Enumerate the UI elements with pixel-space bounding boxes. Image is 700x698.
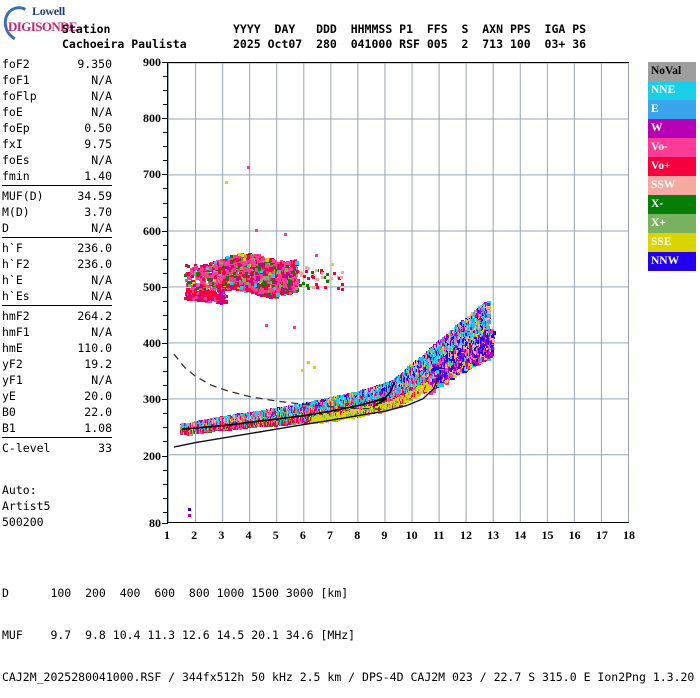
param-row: foEp 0.50 bbox=[2, 120, 112, 136]
param-key: M(D) bbox=[2, 205, 30, 219]
param-value: N/A bbox=[91, 105, 112, 119]
param-key: foEs bbox=[2, 153, 30, 167]
echo-point bbox=[187, 423, 191, 426]
param-key: h`F bbox=[2, 241, 23, 255]
param-row: B0 22.0 bbox=[2, 404, 112, 420]
param-key: foF1 bbox=[2, 73, 30, 87]
param-row: B1 1.08 bbox=[2, 420, 112, 436]
param-group: foF2 9.350 foF1 N/A foFlp N/A foE N/A foEp 0.50 fx… bbox=[2, 56, 112, 186]
param-value: N/A bbox=[91, 73, 112, 87]
header-column-values: 2025 Oct07 280 041000 RSF 005 2 713 100 … bbox=[233, 37, 587, 51]
param-value: 19.2 bbox=[84, 357, 112, 371]
param-key: foF2 bbox=[2, 57, 30, 71]
param-value: 22.0 bbox=[84, 405, 112, 419]
param-key: MUF(D) bbox=[2, 189, 44, 203]
param-key: yF1 bbox=[2, 373, 23, 387]
param-key: B1 bbox=[2, 421, 16, 435]
param-row: foFlp N/A bbox=[2, 88, 112, 104]
logo-lowell-text: Lowell bbox=[32, 4, 65, 18]
param-row: yF1 N/A bbox=[2, 372, 112, 388]
ionospheric-parameters-table: foF2 9.350 foF1 N/A foFlp N/A foE N/A foEp 0.50 fx… bbox=[2, 56, 112, 459]
param-value: 236.0 bbox=[77, 257, 112, 271]
param-row: C-level 33 bbox=[2, 440, 112, 456]
param-key: foE bbox=[2, 105, 23, 119]
param-value: 110.0 bbox=[77, 341, 112, 355]
param-row: D N/A bbox=[2, 220, 112, 236]
param-value: 1.08 bbox=[84, 421, 112, 435]
param-group: C-level 33 bbox=[2, 440, 112, 457]
auto-name: Artist5 bbox=[2, 499, 51, 513]
param-value: 0.50 bbox=[84, 121, 112, 135]
param-row: foEs N/A bbox=[2, 152, 112, 168]
param-row: h`Es N/A bbox=[2, 288, 112, 304]
ionogram-plot-area[interactable] bbox=[167, 62, 629, 523]
param-row: foF2 9.350 bbox=[2, 56, 112, 72]
param-row: foF1 N/A bbox=[2, 72, 112, 88]
param-value: 9.350 bbox=[77, 57, 112, 71]
param-value: N/A bbox=[91, 325, 112, 339]
param-value: N/A bbox=[91, 289, 112, 303]
param-value: 34.59 bbox=[77, 189, 112, 203]
auto-code: 500200 bbox=[2, 515, 44, 529]
param-row: fmin 1.40 bbox=[2, 168, 112, 184]
auto-label: Auto: bbox=[2, 483, 37, 497]
param-row: yE 20.0 bbox=[2, 388, 112, 404]
logo-digisonde-text: DIGISONDE bbox=[8, 19, 78, 34]
param-row: h`F2 236.0 bbox=[2, 256, 112, 272]
param-row: hmF1 N/A bbox=[2, 324, 112, 340]
param-key: hmE bbox=[2, 341, 23, 355]
param-row: hmF2 264.2 bbox=[2, 308, 112, 324]
param-value: N/A bbox=[91, 273, 112, 287]
param-row: hmE 110.0 bbox=[2, 340, 112, 356]
param-key: fmin bbox=[2, 169, 30, 183]
param-group: h`F 236.0 h`F2 236.0 h`E N/A h`Es N/A bbox=[2, 240, 112, 306]
param-key: foFlp bbox=[2, 89, 37, 103]
param-key: h`Es bbox=[2, 289, 30, 303]
param-group: hmF2 264.2 hmF1 N/A hmE 110.0 yF2 19.2 yF1 N/A yE 2… bbox=[2, 308, 112, 438]
param-value: 1.40 bbox=[84, 169, 112, 183]
param-row: M(D) 3.70 bbox=[2, 204, 112, 220]
param-row: h`F 236.0 bbox=[2, 240, 112, 256]
header-station-name: Cachoeira Paulista bbox=[62, 37, 187, 51]
param-value: 264.2 bbox=[77, 309, 112, 323]
param-key: D bbox=[2, 221, 9, 235]
param-row: fxI 9.75 bbox=[2, 136, 112, 152]
header-column-labels: YYYY DAY DDD HHMMSS P1 FFS S AXN PPS IGA… bbox=[233, 22, 587, 36]
param-key: yF2 bbox=[2, 357, 23, 371]
param-row: foE N/A bbox=[2, 104, 112, 120]
param-key: h`E bbox=[2, 273, 23, 287]
param-key: hmF1 bbox=[2, 325, 30, 339]
param-value: 3.70 bbox=[84, 205, 112, 219]
param-key: fxI bbox=[2, 137, 23, 151]
param-value: 236.0 bbox=[77, 241, 112, 255]
param-row: MUF(D) 34.59 bbox=[2, 188, 112, 204]
param-key: hmF2 bbox=[2, 309, 30, 323]
param-key: foEp bbox=[2, 121, 30, 135]
param-row: yF2 19.2 bbox=[2, 356, 112, 372]
param-key: B0 bbox=[2, 405, 16, 419]
param-value: N/A bbox=[91, 89, 112, 103]
digisonde-logo: Lowell DIGISONDE bbox=[0, 1, 110, 47]
param-value: N/A bbox=[91, 153, 112, 167]
param-value: 20.0 bbox=[84, 389, 112, 403]
param-key: h`F2 bbox=[2, 257, 30, 271]
param-group: MUF(D) 34.59 M(D) 3.70 D N/A bbox=[2, 188, 112, 238]
param-value: 33 bbox=[98, 441, 112, 455]
param-value: N/A bbox=[91, 221, 112, 235]
param-value: N/A bbox=[91, 373, 112, 387]
param-key: yE bbox=[2, 389, 16, 403]
header-station-label: Station bbox=[62, 22, 111, 36]
autoscaling-info: Auto: Artist5 500200 bbox=[2, 482, 50, 530]
param-row: h`E N/A bbox=[2, 272, 112, 288]
param-key: C-level bbox=[2, 441, 51, 455]
param-value: 9.75 bbox=[84, 137, 112, 151]
echo-point bbox=[223, 415, 227, 419]
